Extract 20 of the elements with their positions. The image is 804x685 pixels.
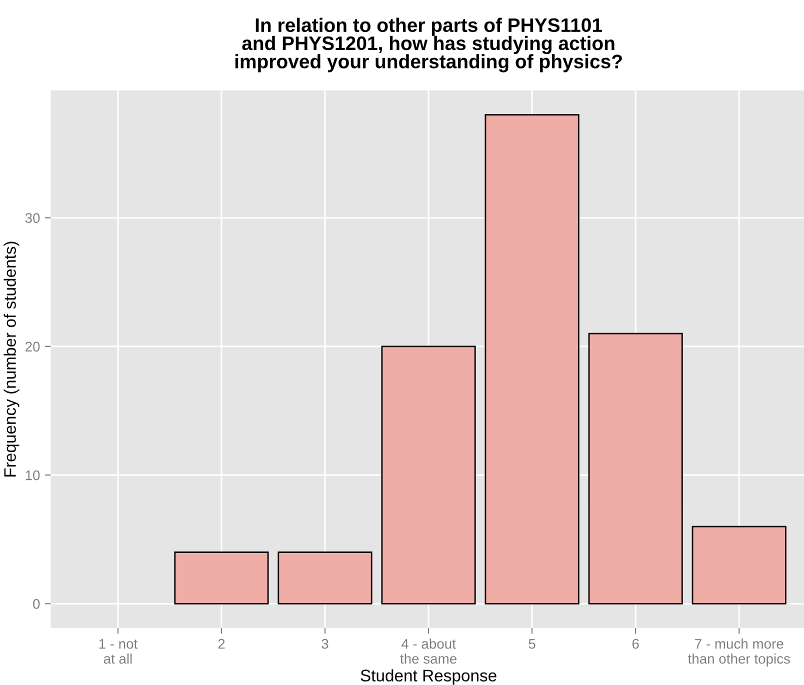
bar [278,552,372,604]
x-tick-label: 1 - not at all [99,639,138,664]
y-tick-label: 10 [26,470,40,480]
x-tick-label: 7 - much more than other topics [688,638,790,666]
bar [588,332,683,604]
x-tick-label: 5 [528,639,536,649]
x-tick-label: 3 [322,638,328,649]
x-tick-label: 4 - about the same [400,638,456,664]
y-tick-label: 0 [33,599,40,609]
y-axis-title: Frequency (number of students) [4,242,20,476]
chart-title: In relation to other parts of PHYS1101 and PHYS1201, how has studying action improved your understanding of physics? [235,18,622,72]
x-tick-label: 2 [218,638,225,649]
bar [484,114,580,604]
x-axis-title: Student Response [360,669,496,685]
bar [174,552,269,604]
y-tick-label: 20 [25,342,40,352]
y-tick-label: 30 [25,213,40,223]
bar [692,526,786,604]
x-tick-label: 6 [632,638,639,649]
bar [381,346,476,604]
